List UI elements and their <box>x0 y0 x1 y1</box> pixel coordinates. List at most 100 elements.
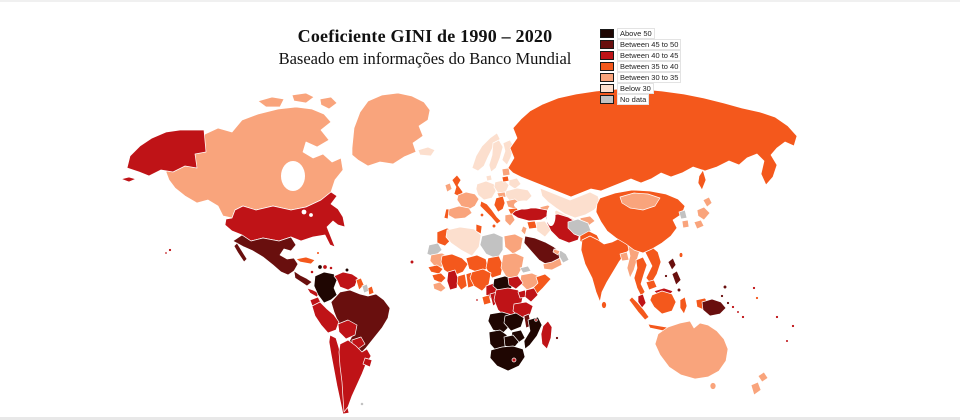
legend: Above 50 Between 45 to 50 Between 40 to … <box>600 27 682 105</box>
region-indonesia-sulawesi <box>679 296 688 315</box>
region-papua-new-guinea <box>701 298 727 317</box>
region-japan-honshu <box>696 206 711 221</box>
region-italy-sicily <box>491 223 497 229</box>
legend-label-30-35: Between 30 to 35 <box>617 71 682 83</box>
region-lesotho <box>511 357 517 363</box>
region-algeria <box>445 226 482 257</box>
region-pacific-dot-4 <box>791 324 795 328</box>
region-north-korea <box>678 209 688 220</box>
region-syria <box>526 220 538 230</box>
region-ghana <box>456 273 468 291</box>
region-kenya <box>524 287 539 303</box>
region-portugal <box>443 208 450 220</box>
region-sierra-leone-liberia <box>432 281 447 293</box>
region-lesser-antilles <box>344 267 350 273</box>
legend-swatch-35-40 <box>600 61 614 71</box>
region-peru <box>311 301 340 334</box>
region-comoros <box>534 318 538 322</box>
region-senegal-gambia <box>427 264 444 275</box>
region-mozambique <box>523 316 543 350</box>
region-sao-tome <box>475 298 479 302</box>
black-sea <box>514 200 534 210</box>
legend-row-35-40: Between 35 to 40 <box>600 60 682 72</box>
region-sudan <box>500 252 525 279</box>
region-italy <box>479 200 502 225</box>
region-australia-tasmania <box>709 382 717 390</box>
legend-label-45-50: Between 45 to 50 <box>617 38 682 50</box>
legend-label-no-data: No data <box>617 93 650 105</box>
region-south-sudan <box>507 275 524 290</box>
region-iraq <box>535 220 552 238</box>
region-jordan-israel <box>520 225 528 236</box>
region-bahamas <box>316 251 320 255</box>
region-uruguay <box>362 357 373 368</box>
region-indonesia-sumatra <box>628 296 650 321</box>
region-usa-hawaii-2 <box>164 251 168 255</box>
region-oman <box>558 249 570 264</box>
bottom-edge-divider <box>0 417 960 420</box>
region-canada-arctic-2 <box>291 92 315 104</box>
region-united-kingdom <box>451 174 464 198</box>
region-png-islands-1 <box>720 294 724 298</box>
region-tunisia <box>475 223 483 235</box>
region-central-america <box>293 270 313 287</box>
region-mali <box>440 253 469 277</box>
region-cambodia <box>645 279 658 291</box>
region-sri-lanka <box>601 301 607 309</box>
region-japan-kyushu <box>693 219 705 230</box>
region-argentina <box>338 339 372 413</box>
region-canada-arctic-1 <box>257 96 285 108</box>
legend-row-below-30: Below 30 <box>600 82 681 94</box>
region-china <box>595 189 686 254</box>
legend-label-35-40: Between 35 to 40 <box>617 60 682 72</box>
region-hungary-slovakia <box>496 191 507 199</box>
region-spain <box>447 205 473 220</box>
region-balkans <box>493 195 506 213</box>
region-turkey <box>511 207 550 222</box>
legend-row-30-35: Between 30 to 35 <box>600 71 682 83</box>
region-canada-arctic-3 <box>319 96 338 110</box>
region-pacific-dot-1 <box>752 286 756 290</box>
region-lithuania <box>501 175 510 183</box>
region-south-africa <box>489 345 526 372</box>
region-india <box>580 235 632 303</box>
region-norway <box>471 132 501 172</box>
region-canada <box>165 106 344 219</box>
region-ireland <box>444 182 453 193</box>
region-greenland <box>351 92 431 167</box>
region-laos-vietnam <box>643 246 662 285</box>
legend-swatch-45-50 <box>600 39 614 49</box>
great-lakes-2 <box>309 213 313 217</box>
region-png-islands-2 <box>726 301 730 305</box>
region-mexico <box>232 234 299 276</box>
region-new-zealand-north <box>757 371 769 383</box>
region-malaysia-peninsula <box>637 293 647 309</box>
region-pacific-dot-2 <box>741 315 745 319</box>
region-bolivia <box>337 319 358 340</box>
region-cape-verde <box>409 259 415 265</box>
region-bangladesh <box>619 251 630 262</box>
region-haiti <box>317 264 323 270</box>
region-indonesia-kalimantan <box>649 290 677 315</box>
region-new-zealand-south <box>750 381 762 396</box>
region-greece <box>504 213 516 227</box>
hudson-bay <box>281 161 305 191</box>
region-jamaica <box>310 270 314 274</box>
legend-label-40-45: Between 40 to 45 <box>617 49 682 61</box>
region-solomon-islands-2 <box>736 310 740 314</box>
region-thailand <box>633 256 648 297</box>
region-eritrea <box>519 265 532 274</box>
region-uae-qatar <box>552 248 561 256</box>
region-australia <box>654 320 729 380</box>
legend-row-no-data: No data <box>600 93 681 105</box>
legend-swatch-40-45 <box>600 50 614 60</box>
top-edge-divider <box>0 0 960 2</box>
legend-swatch-30-35 <box>600 72 614 82</box>
legend-row-above-50: Above 50 <box>600 27 681 39</box>
legend-swatch-below-30 <box>600 83 614 93</box>
region-philippines-mindanao <box>676 287 682 293</box>
title-line-2: Baseado em informações do Banco Mundial <box>278 49 572 68</box>
region-samoa <box>755 296 759 300</box>
